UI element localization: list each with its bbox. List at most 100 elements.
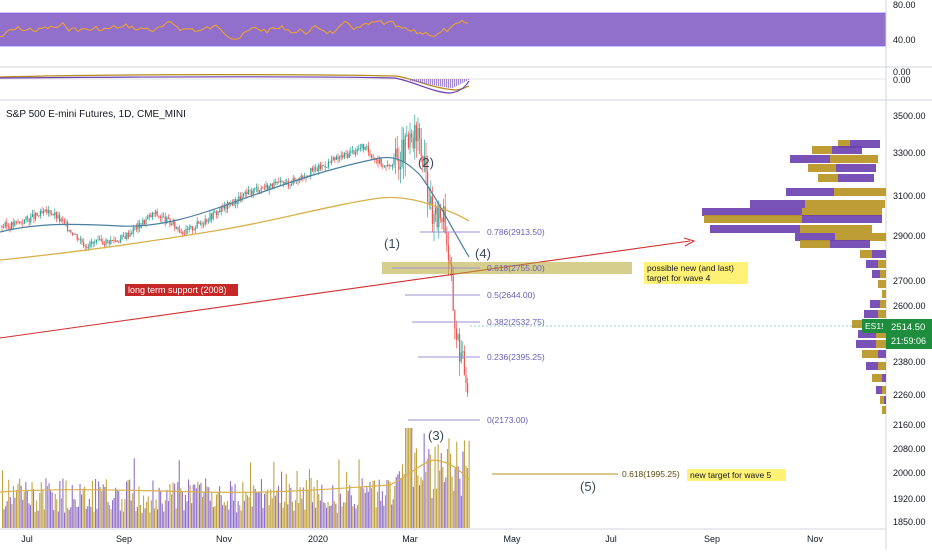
candle-body <box>78 239 80 241</box>
volume-profile-bar <box>864 310 878 318</box>
candle-body <box>239 196 241 201</box>
volume-bar <box>291 501 293 528</box>
candle-body <box>23 219 25 224</box>
support-arrow-head <box>683 237 696 247</box>
macd-histogram-bar <box>456 79 458 86</box>
volume-bar <box>316 480 318 528</box>
candle-body <box>67 222 69 231</box>
candle-body <box>337 156 339 160</box>
volume-bar <box>450 453 452 528</box>
candle-body <box>444 206 446 233</box>
volume-bar <box>158 487 160 528</box>
candle-body <box>247 189 249 195</box>
volume-bar <box>315 507 317 528</box>
candle-body <box>100 238 102 242</box>
volume-bar <box>60 498 62 528</box>
volume-bar <box>147 496 149 528</box>
volume-profile-bar <box>835 233 886 241</box>
volume-bar <box>101 491 103 528</box>
volume-profile-bar <box>882 290 886 298</box>
candle-body <box>46 209 48 213</box>
volume-bar <box>257 491 259 528</box>
candle-body <box>115 240 117 242</box>
volume-profile-bar <box>860 250 872 258</box>
volume-bar <box>321 484 323 528</box>
volume-bar <box>57 511 59 528</box>
volume-bar <box>157 509 159 528</box>
candle-body <box>342 155 344 158</box>
candle-body <box>447 245 449 260</box>
macd-histogram-bar <box>466 79 468 81</box>
candle-body <box>94 242 96 243</box>
volume-bar <box>398 471 400 528</box>
candle-body <box>79 239 81 241</box>
volume-bar <box>333 501 335 528</box>
volume-bar <box>62 478 64 528</box>
volume-bar <box>250 462 252 528</box>
volume-bar <box>70 507 72 528</box>
volume-bar <box>166 489 168 528</box>
candle-body <box>439 206 441 219</box>
volume-bar <box>268 505 270 528</box>
candle-body <box>75 233 77 235</box>
volume-bar <box>459 478 461 528</box>
price-axis-label: 2260.00 <box>893 390 926 400</box>
time-axis-label: 2020 <box>308 534 328 544</box>
candle-body <box>99 238 101 240</box>
candle-body <box>329 161 331 163</box>
candle-body <box>467 383 469 394</box>
candle-body <box>371 155 373 158</box>
volume-bar <box>45 478 47 528</box>
candle-body <box>238 196 240 202</box>
candle-body <box>215 211 217 215</box>
macd-histogram-bar <box>426 79 428 84</box>
volume-bar <box>231 486 233 528</box>
volume-bar <box>214 506 216 528</box>
candle-body <box>369 152 371 155</box>
candle-body <box>255 187 257 189</box>
price-axis-label: 3100.00 <box>893 191 926 201</box>
candle-body <box>300 175 302 181</box>
fib-label: 0.618(1995.25) <box>622 469 680 479</box>
candle-body <box>38 215 40 217</box>
candle-body <box>182 232 184 235</box>
volume-bar <box>191 503 193 528</box>
wave5-target-label: new target for wave 5 <box>690 470 772 480</box>
candle-body <box>86 246 88 248</box>
candle-body <box>347 154 349 158</box>
macd-histogram-bar <box>414 79 416 82</box>
volume-bar <box>422 480 424 528</box>
price-axis-label: 3300.00 <box>893 148 926 158</box>
volume-bar <box>54 494 56 528</box>
price-axis-label: 3500.00 <box>893 111 926 121</box>
candle-body <box>167 217 169 219</box>
volume-bar <box>155 499 157 528</box>
volume-bar <box>313 486 315 528</box>
volume-profile-bar <box>818 174 838 182</box>
volume-bar <box>285 473 287 528</box>
candle-body <box>71 232 73 235</box>
candle-body <box>459 334 461 362</box>
candle-body <box>409 133 411 148</box>
candle-body <box>190 226 192 228</box>
volume-bar <box>284 501 286 528</box>
volume-bar <box>217 492 219 528</box>
candle-body <box>415 124 417 142</box>
volume-bar <box>180 488 182 528</box>
volume-profile-bar <box>882 406 886 414</box>
volume-bar <box>423 433 425 528</box>
fib-label: 0.786(2913.50) <box>487 227 545 237</box>
macd-histogram-bar <box>446 79 448 88</box>
volume-bar <box>369 481 371 528</box>
candle-body <box>25 216 27 220</box>
candle-body <box>134 227 136 229</box>
candle-body <box>211 213 213 220</box>
candle-body <box>345 153 347 155</box>
volume-bar <box>414 452 416 528</box>
volume-bar <box>260 479 262 528</box>
candle-body <box>367 146 369 153</box>
candle-body <box>84 245 86 247</box>
volume-bar <box>256 492 258 528</box>
candle-body <box>383 165 385 167</box>
candle-body <box>399 166 401 170</box>
